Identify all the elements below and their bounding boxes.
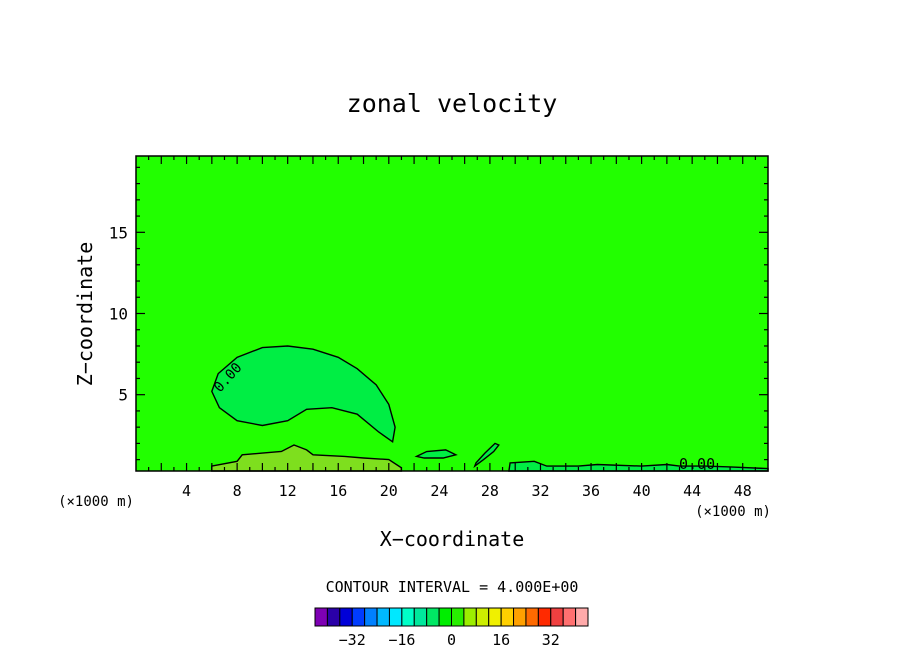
x-tick-label: 40	[633, 482, 651, 500]
x-tick-label: 12	[279, 482, 297, 500]
y-tick-label: 15	[109, 223, 128, 242]
x-axis-label: X−coordinate	[380, 527, 525, 551]
y-tick-label: 5	[118, 386, 128, 405]
colorbar-tick-label: 16	[492, 631, 510, 649]
colorbar-swatch	[525, 607, 539, 627]
colorbar-swatch	[413, 607, 428, 627]
contour-region-negative-cell	[211, 345, 396, 444]
field-background	[136, 156, 768, 471]
colorbar-swatch	[488, 607, 502, 627]
x-tick-label: 28	[481, 482, 499, 500]
x-tick-label: 8	[233, 482, 242, 500]
x-tick-label: 44	[683, 482, 701, 500]
x-tick-label: 36	[582, 482, 600, 500]
colorbar-swatch	[500, 607, 515, 627]
colorbar-swatch	[550, 607, 564, 627]
x-units-right: (×1000 m)	[695, 504, 771, 520]
colorbar-swatch	[475, 607, 490, 627]
colorbar-swatch	[326, 607, 341, 627]
colorbar-swatch	[513, 607, 527, 627]
contour-interval-label: CONTOUR INTERVAL = 4.000E+00	[326, 578, 579, 596]
x-tick-label: 4	[182, 482, 191, 500]
colorbar-swatch	[562, 607, 577, 627]
contour-label-right: 0.00	[679, 455, 715, 473]
colorbar-swatch	[364, 607, 378, 627]
contour-region-negative-surface-band	[508, 460, 769, 472]
x-tick-label: 20	[380, 482, 398, 500]
colorbar-swatch	[388, 607, 403, 627]
colorbar-tick-label: −32	[339, 631, 366, 649]
colorbar-swatch	[537, 607, 552, 627]
colorbar-swatch	[401, 607, 415, 627]
x-tick-label: 16	[329, 482, 347, 500]
contour-region-positive-surface-band	[211, 444, 403, 472]
x-tick-label: 24	[430, 482, 448, 500]
colorbar: −32 −16 0 16 32	[314, 607, 589, 649]
x-tick-label: 48	[734, 482, 752, 500]
colorbar-tick-label: 32	[542, 631, 560, 649]
y-axis-label: Z−coordinate	[73, 242, 97, 387]
colorbar-swatch	[314, 607, 328, 627]
colorbar-swatch	[351, 607, 366, 627]
contour-region-negative-patch-24	[414, 449, 458, 459]
x-units-left: (×1000 m)	[58, 494, 134, 510]
colorbar-swatch	[451, 607, 465, 627]
y-tick-label: 10	[109, 305, 128, 324]
colorbar-swatch	[575, 607, 589, 627]
colorbar-swatch	[376, 607, 390, 627]
contour-field	[135, 155, 769, 472]
colorbar-swatch	[339, 607, 353, 627]
contour-region-negative-patch-28	[473, 442, 500, 469]
colorbar-swatch	[438, 607, 452, 627]
x-tick-label: 32	[531, 482, 549, 500]
colorbar-swatch	[426, 607, 440, 627]
chart-title: zonal velocity	[347, 89, 558, 118]
colorbar-tick-label: 0	[447, 631, 456, 649]
colorbar-tick-label: −16	[388, 631, 415, 649]
colorbar-swatch	[463, 607, 477, 627]
